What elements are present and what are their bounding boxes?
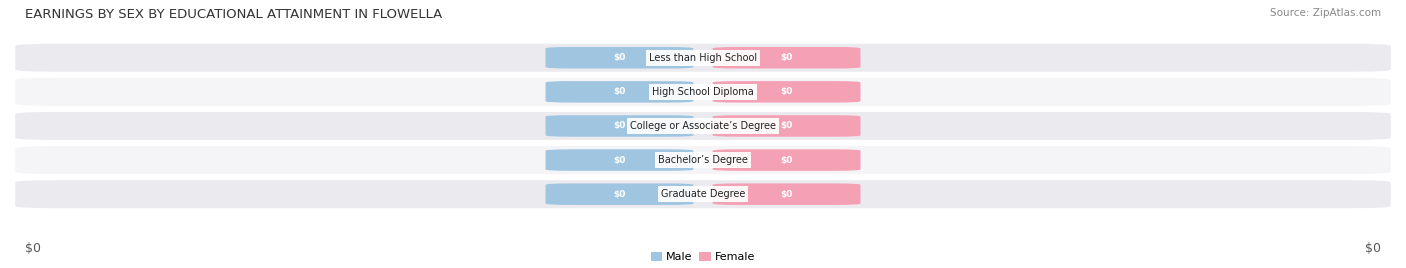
Text: Bachelor’s Degree: Bachelor’s Degree bbox=[658, 155, 748, 165]
FancyBboxPatch shape bbox=[15, 180, 1391, 208]
Text: $0: $0 bbox=[613, 190, 626, 199]
Text: EARNINGS BY SEX BY EDUCATIONAL ATTAINMENT IN FLOWELLA: EARNINGS BY SEX BY EDUCATIONAL ATTAINMEN… bbox=[25, 8, 443, 21]
Text: $0: $0 bbox=[613, 53, 626, 62]
FancyBboxPatch shape bbox=[546, 183, 693, 205]
Text: Less than High School: Less than High School bbox=[650, 53, 756, 63]
Legend: Male, Female: Male, Female bbox=[647, 248, 759, 267]
Text: $0: $0 bbox=[780, 121, 793, 131]
FancyBboxPatch shape bbox=[546, 115, 693, 137]
FancyBboxPatch shape bbox=[713, 149, 860, 171]
Text: Graduate Degree: Graduate Degree bbox=[661, 189, 745, 199]
FancyBboxPatch shape bbox=[713, 81, 860, 103]
Text: $0: $0 bbox=[613, 155, 626, 165]
FancyBboxPatch shape bbox=[713, 115, 860, 137]
FancyBboxPatch shape bbox=[15, 44, 1391, 72]
Text: $0: $0 bbox=[780, 155, 793, 165]
Text: $0: $0 bbox=[613, 87, 626, 96]
Text: $0: $0 bbox=[1365, 241, 1381, 255]
FancyBboxPatch shape bbox=[15, 78, 1391, 106]
Text: $0: $0 bbox=[780, 190, 793, 199]
Text: $0: $0 bbox=[780, 87, 793, 96]
FancyBboxPatch shape bbox=[713, 47, 860, 69]
Text: $0: $0 bbox=[25, 241, 41, 255]
FancyBboxPatch shape bbox=[15, 146, 1391, 174]
FancyBboxPatch shape bbox=[15, 112, 1391, 140]
FancyBboxPatch shape bbox=[546, 149, 693, 171]
Text: Source: ZipAtlas.com: Source: ZipAtlas.com bbox=[1270, 8, 1381, 18]
FancyBboxPatch shape bbox=[546, 47, 693, 69]
FancyBboxPatch shape bbox=[713, 183, 860, 205]
Text: College or Associate’s Degree: College or Associate’s Degree bbox=[630, 121, 776, 131]
Text: $0: $0 bbox=[780, 53, 793, 62]
FancyBboxPatch shape bbox=[546, 81, 693, 103]
Text: High School Diploma: High School Diploma bbox=[652, 87, 754, 97]
Text: $0: $0 bbox=[613, 121, 626, 131]
